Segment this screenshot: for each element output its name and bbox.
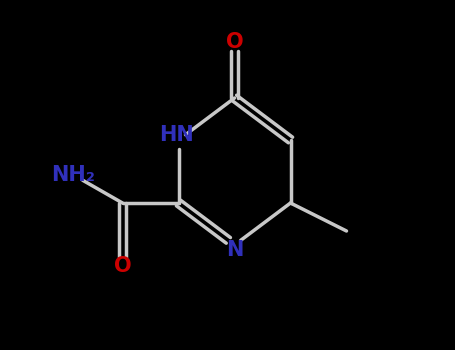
Text: O: O [114, 256, 131, 276]
Text: O: O [226, 32, 243, 52]
Text: NH₂: NH₂ [51, 165, 96, 185]
Text: N: N [226, 240, 243, 260]
Text: HN: HN [159, 125, 194, 145]
